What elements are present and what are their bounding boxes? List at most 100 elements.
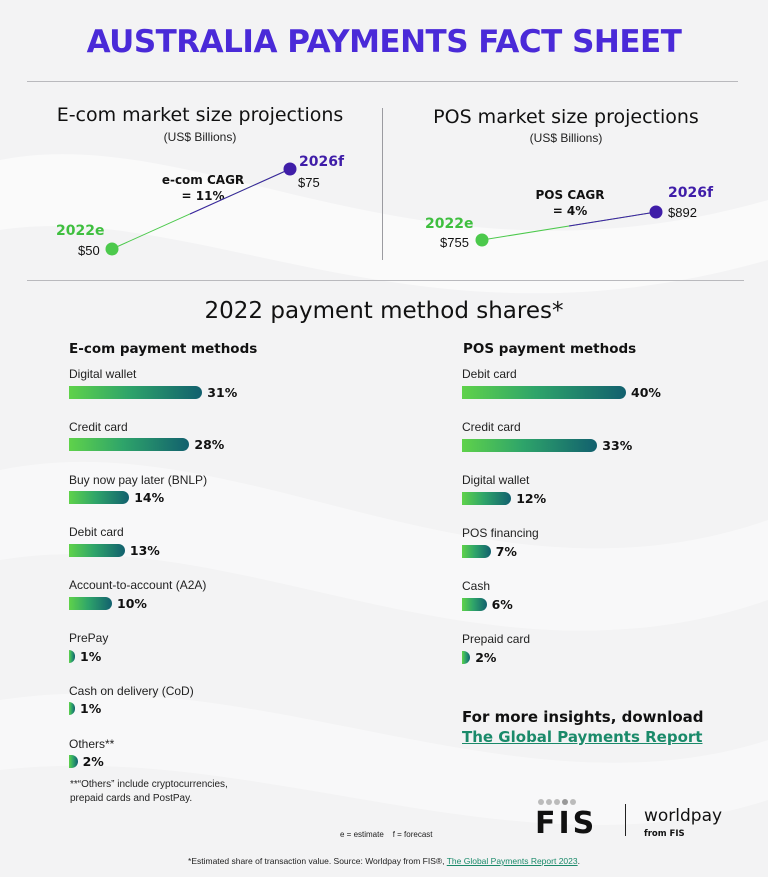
ecom-method-bar-row: 13% [69,542,369,558]
pos-method-bar [462,544,491,558]
ecom-method-percent: 2% [82,754,104,770]
pos-method-bar-row: 12% [462,491,762,506]
pos-projection-line [475,205,663,247]
ecom-method-bar [69,755,78,769]
pos-method-label: Prepaid card [462,632,531,646]
pos-end-point [649,205,663,219]
ecom-method-bar-row: 14% [69,490,369,505]
ecom-method-item: Cash on delivery (CoD) 1% [69,684,369,716]
others-note-line-2: prepaid cards and PostPay. [70,793,193,804]
worldpay-logo: worldpay from FIS [644,807,722,843]
ecom-method-percent: 1% [80,701,102,717]
pos-cagr-value: = 4% [552,204,588,218]
ecom-method-bar [69,385,203,399]
pos-method-label: Debit card [462,367,517,381]
pos-method-label: Credit card [462,420,521,434]
pos-method-bar [462,650,471,664]
insights-text: For more insights, download [462,708,704,726]
ecom-start-point [105,242,119,256]
footer-text: *Estimated share of transaction value. S… [188,856,447,866]
footer-report-link[interactable]: The Global Payments Report 2023 [446,856,578,866]
ecom-projection-line [105,162,297,256]
fis-logo-text: FIS [535,806,598,841]
ecom-method-label: Others** [69,736,115,751]
ecom-method-percent: 13% [129,542,160,558]
ecom-method-label: Debit card [69,525,124,540]
ecom-method-label: Account-to-account (A2A) [69,578,207,593]
title-divider [27,81,738,82]
footer-end: . [577,856,580,866]
ecom-method-item: Digital wallet 31% [69,367,369,400]
pos-method-item: Credit card 33% [462,420,762,453]
ecom-projection-title: E-com market size projections [56,104,344,126]
ecom-start-year: 2022e [56,223,105,239]
ecom-method-percent: 10% [117,595,147,611]
ecom-cagr-value: = 11% [181,189,225,203]
pos-method-bar-row: 7% [462,543,762,559]
pos-method-item: Digital wallet 12% [462,473,762,506]
pos-method-percent: 33% [602,437,633,453]
ecom-method-label: Cash on delivery (CoD) [69,683,194,698]
pos-start-value: $755 [440,235,469,250]
shares-title: 2022 payment method shares* [204,298,564,324]
fis-logo: FIS [535,798,607,841]
ecom-method-label: Digital wallet [69,367,137,381]
ecom-cagr: e-com CAGR = 11% [148,172,258,204]
pos-end-value: $892 [668,205,697,220]
pos-cagr: POS CAGR = 4% [515,187,625,219]
ecom-method-bar-row: 1% [69,648,369,664]
others-note: **“Others” include cryptocurrencies, pre… [70,778,290,806]
ecom-method-bar [69,702,75,716]
ecom-end-value: $75 [298,175,320,190]
ecom-method-item: Buy now pay later (BNLP) 14% [69,473,369,505]
ecom-method-bar [69,543,125,557]
pos-end-year: 2026f [668,185,714,201]
legend-forecast: f = forecast [392,830,433,839]
projection-divider [382,108,383,260]
pos-method-item: POS financing 7% [462,526,762,559]
pos-start-point [475,233,489,247]
ecom-method-label: Buy now pay later (BNLP) [69,472,208,487]
ecom-methods-title: E-com payment methods [69,341,258,357]
pos-method-bar-row: 33% [462,437,762,453]
worldpay-logo-text: worldpay [644,806,723,826]
pos-method-bar-row: 40% [462,384,762,400]
pos-method-bar-row: 2% [462,650,762,665]
ecom-method-percent: 31% [207,384,238,400]
ecom-method-bar-row: 10% [69,595,369,611]
global-payments-report-link[interactable]: The Global Payments Report [462,728,703,746]
insights-block: For more insights, download The Global P… [462,707,752,747]
pos-method-bar [462,385,626,399]
ecom-method-label: PrePay [69,631,109,645]
logo-divider [625,804,626,836]
pos-method-bar [462,491,512,505]
ecom-method-percent: 28% [194,437,225,453]
pos-method-label: Digital wallet [462,473,530,487]
pos-method-item: Prepaid card 2% [462,632,762,665]
legend-estimate: e = estimate [340,830,384,839]
pos-start-year: 2022e [425,216,474,232]
ecom-method-bar [69,596,112,610]
ecom-end-year: 2026f [299,154,345,170]
ecom-method-item: Debit card 13% [69,525,369,558]
worldpay-logo-sub: from FIS [644,829,685,839]
ecom-method-percent: 1% [80,648,102,664]
ecom-method-bar-row: 28% [69,437,369,453]
pos-method-item: Debit card 40% [462,367,762,400]
ecom-method-bar-row: 2% [69,754,369,770]
ecom-method-bar-row: 31% [69,384,369,400]
page-title: AUSTRALIA PAYMENTS FACT SHEET [86,24,682,60]
ecom-method-bar [69,649,75,663]
pos-method-bar [462,597,487,611]
ecom-method-item: Account-to-account (A2A) 10% [69,578,369,611]
pos-method-bar [462,438,598,452]
pos-method-label: Cash [462,579,491,593]
ecom-cagr-label: e-com CAGR [161,173,245,187]
pos-method-percent: 7% [495,543,517,559]
ecom-method-bar [69,491,130,505]
ecom-end-point [283,162,297,176]
pos-methods-title: POS payment methods [463,341,637,357]
fis-logo-dots [538,799,576,805]
ecom-projection-subtitle: (US$ Billions) [163,130,237,144]
pos-method-percent: 40% [631,384,661,400]
